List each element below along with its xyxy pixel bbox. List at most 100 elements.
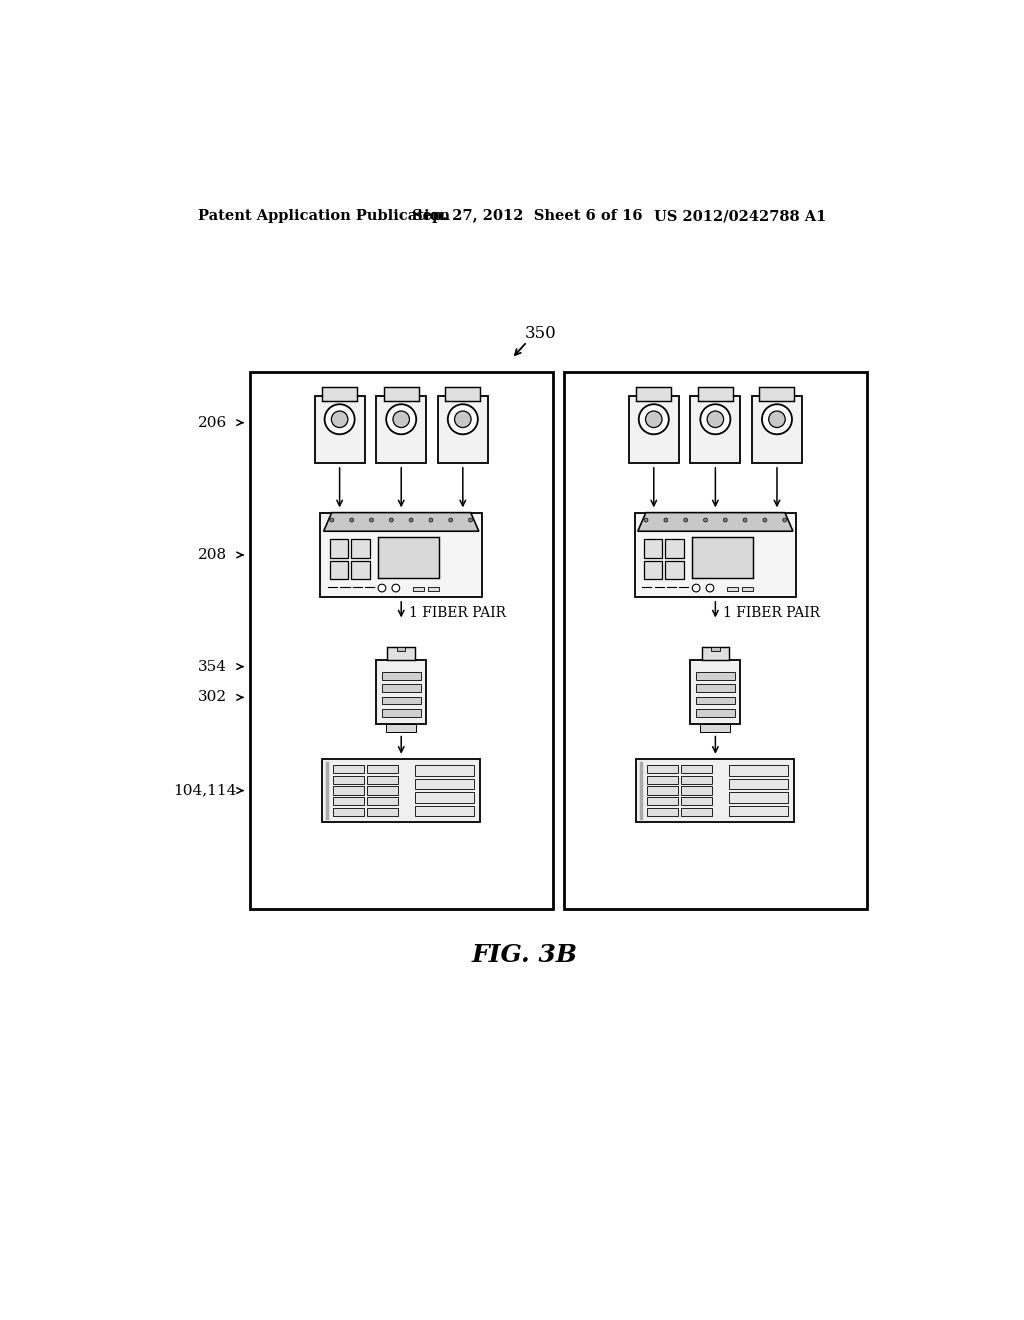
Text: Sep. 27, 2012  Sheet 6 of 16: Sep. 27, 2012 Sheet 6 of 16 <box>412 209 642 223</box>
Bar <box>368 776 398 784</box>
Bar <box>681 776 713 784</box>
Bar <box>695 697 735 705</box>
Bar <box>368 808 398 816</box>
Bar <box>729 779 788 789</box>
Circle shape <box>392 585 399 591</box>
Bar <box>760 388 795 401</box>
Bar <box>666 561 684 579</box>
Bar <box>681 787 713 795</box>
Bar <box>416 766 474 776</box>
Circle shape <box>389 519 393 521</box>
Text: FIG. 3B: FIG. 3B <box>472 944 578 968</box>
Bar <box>323 759 480 822</box>
Bar <box>752 396 802 463</box>
Circle shape <box>330 519 334 521</box>
Circle shape <box>455 411 471 428</box>
Bar <box>416 805 474 816</box>
Circle shape <box>639 404 669 434</box>
Bar <box>729 805 788 816</box>
Bar <box>629 396 679 463</box>
Circle shape <box>700 404 730 434</box>
Bar <box>635 512 797 598</box>
Bar <box>382 684 421 692</box>
Circle shape <box>332 411 348 428</box>
Bar <box>330 561 348 579</box>
Circle shape <box>378 585 386 591</box>
Bar <box>368 766 398 774</box>
Bar <box>681 797 713 805</box>
Circle shape <box>325 404 354 434</box>
Bar <box>413 586 424 591</box>
Bar <box>742 586 753 591</box>
Bar <box>416 792 474 803</box>
Polygon shape <box>638 512 793 531</box>
Circle shape <box>762 404 792 434</box>
Bar <box>727 586 737 591</box>
Bar <box>384 388 419 401</box>
Bar <box>637 759 795 822</box>
Bar <box>729 766 788 776</box>
Polygon shape <box>324 512 479 531</box>
Bar <box>647 787 678 795</box>
Circle shape <box>469 519 472 521</box>
Bar <box>314 396 365 463</box>
Text: 206: 206 <box>199 416 227 430</box>
Text: 354: 354 <box>199 660 227 673</box>
Circle shape <box>370 519 374 521</box>
Circle shape <box>703 519 708 521</box>
Bar <box>368 787 398 795</box>
Bar <box>712 647 720 651</box>
Bar <box>368 797 398 805</box>
Bar <box>445 388 480 401</box>
Bar <box>428 586 439 591</box>
Bar <box>647 797 678 805</box>
Bar <box>382 697 421 705</box>
Bar <box>382 709 421 717</box>
Bar <box>644 561 663 579</box>
Bar <box>333 787 365 795</box>
Text: 1 FIBER PAIR: 1 FIBER PAIR <box>409 606 506 619</box>
Bar <box>681 808 713 816</box>
Circle shape <box>692 585 700 591</box>
Circle shape <box>393 411 410 428</box>
Bar <box>333 808 365 816</box>
Bar <box>351 561 370 579</box>
Text: 350: 350 <box>524 326 557 342</box>
Bar <box>378 537 439 578</box>
Bar <box>690 660 740 725</box>
Bar <box>387 647 415 660</box>
Bar <box>701 647 729 660</box>
Circle shape <box>410 519 413 521</box>
Text: 104,114: 104,114 <box>173 784 237 797</box>
Bar <box>321 512 482 598</box>
Bar <box>351 539 370 557</box>
Bar <box>695 709 735 717</box>
Bar <box>376 660 426 725</box>
Bar <box>647 766 678 774</box>
Bar <box>681 766 713 774</box>
Circle shape <box>644 519 648 521</box>
Bar <box>438 396 487 463</box>
Circle shape <box>708 411 724 428</box>
Circle shape <box>449 519 453 521</box>
Bar <box>333 766 365 774</box>
Circle shape <box>645 411 663 428</box>
Circle shape <box>782 519 786 521</box>
Bar <box>700 725 730 733</box>
Bar <box>323 388 357 401</box>
Text: US 2012/0242788 A1: US 2012/0242788 A1 <box>654 209 826 223</box>
Bar <box>386 725 416 733</box>
Text: Patent Application Publication: Patent Application Publication <box>199 209 451 223</box>
Bar <box>690 396 740 463</box>
Bar <box>636 388 672 401</box>
Bar <box>644 539 663 557</box>
Bar <box>333 776 365 784</box>
Bar <box>250 372 553 909</box>
Circle shape <box>763 519 767 521</box>
Circle shape <box>350 519 353 521</box>
Text: 302: 302 <box>199 690 227 705</box>
Circle shape <box>723 519 727 521</box>
Circle shape <box>429 519 433 521</box>
Circle shape <box>707 585 714 591</box>
Circle shape <box>447 404 478 434</box>
